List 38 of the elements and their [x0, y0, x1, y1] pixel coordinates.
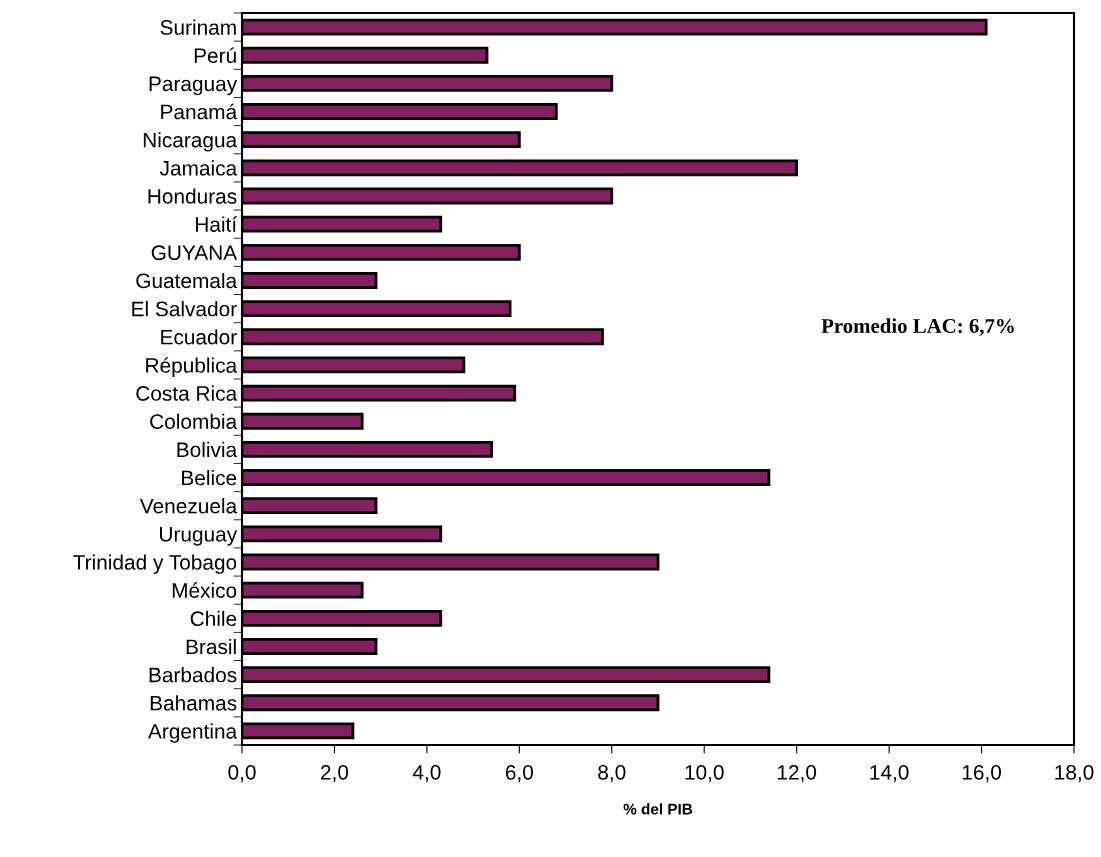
x-tick-label: 2,0 [321, 764, 349, 783]
x-tick-label: 12,0 [777, 764, 817, 783]
x-tick-label: 10,0 [685, 764, 724, 783]
y-tick-label: Paraguay [149, 76, 238, 96]
y-tick-label: Guatemala [136, 272, 238, 289]
y-tick-label: Nicaragua [143, 132, 238, 152]
y-tick-label: Républica [146, 357, 238, 377]
x-tick-label: 4,0 [412, 764, 441, 783]
y-tick-label: Jamaica [159, 160, 238, 176]
y-tick-label: Perú [194, 47, 236, 63]
y-tick-label: Costa Rica [136, 385, 238, 401]
y-tick-label: El Salvador [132, 301, 237, 317]
x-axis-title: % del PIB [623, 803, 693, 815]
y-tick-label: Bolivia [177, 441, 238, 458]
annotation: Promedio LAC: 6,7% [821, 318, 1014, 336]
y-tick-label: Honduras [148, 188, 237, 204]
y-tick-label: Brasil [186, 638, 236, 655]
y-tick-label: Trinidad y Tobago [73, 554, 237, 574]
y-tick-label: México [172, 582, 237, 598]
y-tick-label: Colombia [150, 413, 238, 429]
y-tick-label: Surinam [160, 19, 236, 35]
y-tick-label: Panamá [161, 103, 238, 120]
x-tick-label: 18,0 [1055, 764, 1094, 783]
x-tick-label: 14,0 [870, 764, 909, 783]
x-tick-label: 16,0 [962, 764, 1002, 783]
y-tick-label: Chile [190, 610, 237, 627]
y-tick-label: GUYANA [151, 245, 238, 261]
x-tick-label: 6,0 [505, 764, 533, 783]
y-tick-label: Haití [196, 216, 238, 232]
y-tick-label: Bahamas [150, 695, 237, 711]
y-tick-label: Ecuador [161, 329, 237, 345]
y-tick-label: Venezuela [139, 498, 238, 514]
y-tick-label: Belice [182, 469, 237, 486]
y-tick-label: Uruguay [160, 527, 238, 546]
x-tick-label: 0,0 [228, 764, 256, 783]
x-tick-label: 8,0 [598, 764, 626, 783]
y-tick-label: Barbados [149, 667, 237, 683]
y-tick-label: Argentina [148, 723, 238, 743]
